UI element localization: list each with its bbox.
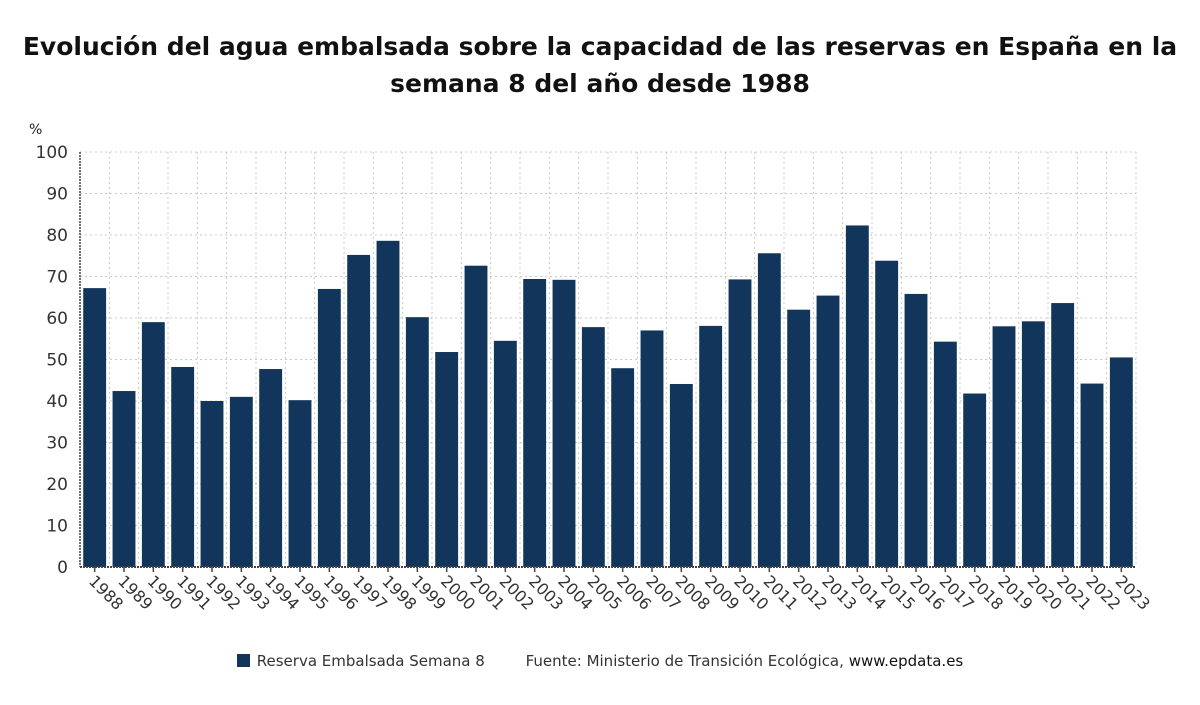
bar-2003 (523, 278, 547, 567)
bar-2010 (728, 279, 752, 567)
bar-2016 (904, 293, 928, 567)
bar-2000 (435, 352, 459, 567)
y-axis-unit-label: % (29, 122, 43, 138)
bar-1989 (112, 391, 136, 567)
y-tick-label: 100 (36, 143, 68, 163)
y-tick-label: 50 (46, 351, 68, 371)
bar-2020 (1021, 321, 1045, 567)
bar-2005 (581, 327, 605, 567)
bar-1996 (317, 288, 341, 567)
y-tick-label: 70 (46, 268, 68, 288)
bar-2023 (1109, 357, 1133, 567)
y-tick-label: 80 (46, 226, 68, 246)
bar-2022 (1080, 383, 1104, 567)
legend-label: Reserva Embalsada Semana 8 (256, 652, 485, 670)
bar-2009 (699, 325, 723, 567)
bar-1994 (259, 369, 283, 567)
bar-2015 (875, 260, 899, 567)
bar-2007 (640, 330, 664, 567)
bar-2001 (464, 265, 488, 567)
bar-1991 (171, 366, 195, 567)
bar-1988 (83, 288, 107, 567)
bar-1990 (141, 322, 165, 567)
bar-1992 (200, 401, 224, 567)
y-tick-label: 0 (57, 558, 68, 578)
bar-2012 (787, 309, 811, 567)
bar-2021 (1051, 303, 1075, 567)
bar-1998 (376, 240, 400, 567)
y-tick-label: 30 (46, 434, 68, 454)
bar-2017 (933, 341, 957, 567)
legend-swatch (236, 654, 250, 667)
bar-2011 (757, 253, 781, 567)
y-tick-label: 40 (46, 392, 68, 412)
bar-2008 (669, 383, 693, 567)
y-tick-label: 60 (46, 309, 68, 329)
bar-2018 (963, 393, 987, 567)
source-link[interactable]: www.epdata.es (848, 652, 964, 670)
source-text: Fuente: Ministerio de Transición Ecológi… (525, 652, 844, 670)
bar-1995 (288, 400, 312, 567)
bar-2002 (493, 340, 517, 567)
legend: Reserva Embalsada Semana 8 Fuente: Minis… (0, 652, 1200, 670)
chart-title: Evolución del agua embalsada sobre la ca… (22, 32, 1178, 98)
y-tick-label: 90 (46, 185, 68, 205)
bar-2004 (552, 279, 576, 567)
bar-2019 (992, 326, 1016, 567)
bar-1999 (405, 317, 429, 567)
bar-2014 (845, 225, 869, 567)
y-tick-label: 10 (46, 517, 68, 537)
bar-1997 (347, 254, 371, 568)
bar-2006 (611, 368, 635, 567)
bar-1993 (229, 396, 253, 567)
bar-2013 (816, 295, 840, 567)
y-tick-label: 20 (46, 475, 68, 495)
